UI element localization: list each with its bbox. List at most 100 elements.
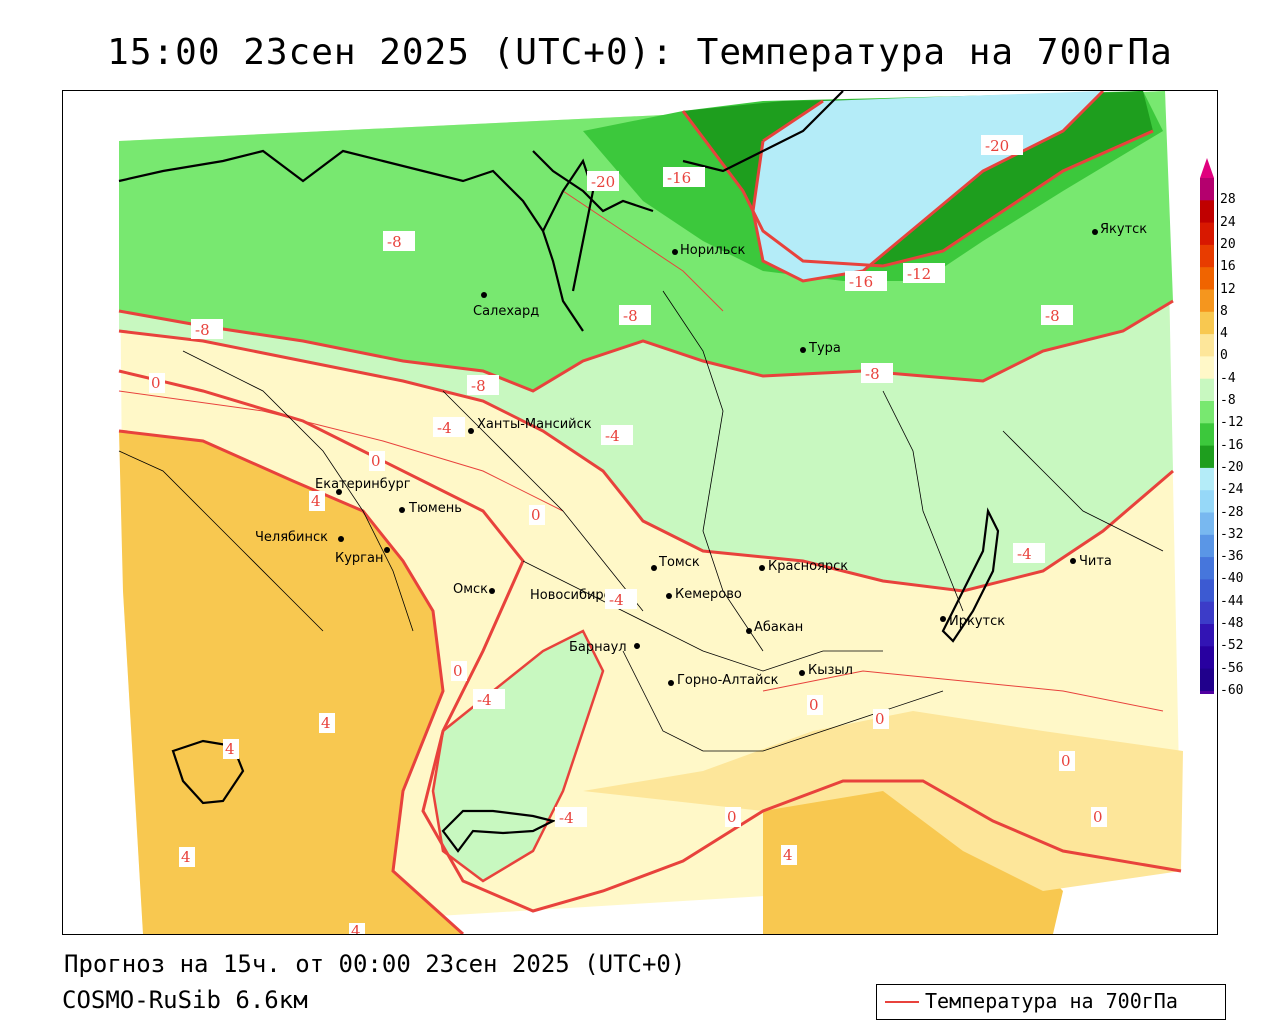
fill-neg4-south — [433, 631, 603, 881]
colorbar-tick-label: -40 — [1220, 571, 1244, 587]
colorbar-tick-label: 24 — [1220, 214, 1236, 230]
svg-text:Новосибирск: Новосибирск — [530, 588, 619, 603]
svg-text:Челябинск: Челябинск — [255, 530, 328, 545]
colorbar-tick-label: -24 — [1220, 482, 1244, 498]
svg-text:0: 0 — [809, 696, 819, 714]
city-irkutsk: Иркутск — [940, 614, 1005, 629]
legend-label: Температура на 700гПа — [925, 989, 1178, 1013]
colorbar-swatch — [1200, 579, 1214, 603]
svg-text:Тура: Тура — [808, 341, 841, 356]
colorbar-swatch — [1200, 445, 1214, 469]
svg-text:Красноярск: Красноярск — [768, 559, 848, 574]
city-kurgan: Курган — [335, 547, 390, 566]
svg-text:Норильск: Норильск — [680, 243, 746, 258]
city-tura: Тура — [800, 341, 841, 356]
colorbar-tick-label: 0 — [1220, 348, 1228, 364]
colorbar-swatch — [1200, 646, 1214, 670]
isotherm-neg8 — [118, 299, 1174, 393]
isotherm-0-inner — [431, 629, 605, 883]
contour-label: -16 — [845, 271, 887, 291]
city-krasnoyarsk: Красноярск — [759, 559, 848, 574]
colorbar-tick-label: -44 — [1220, 593, 1244, 609]
legend: Температура на 700гПа — [876, 984, 1226, 1020]
colorbar-tick-label: -20 — [1220, 459, 1244, 475]
svg-text:-8: -8 — [195, 321, 210, 339]
colorbar-swatch — [1200, 534, 1214, 558]
svg-text:Салехард: Салехард — [473, 304, 539, 319]
svg-text:0: 0 — [371, 452, 381, 470]
city-khanty-mansiysk: Ханты-Мансийск — [468, 417, 592, 434]
contour-label: -4 — [473, 689, 505, 709]
forecast-info: Прогноз на 15ч. от 00:00 23сен 2025 (UTC… — [64, 950, 686, 978]
svg-text:4: 4 — [321, 714, 331, 732]
city-omsk: Омск — [453, 582, 495, 597]
city-yakutsk: Якутск — [1092, 222, 1147, 237]
contour-label: -4 — [1013, 543, 1045, 563]
colorbar-swatch — [1200, 378, 1214, 402]
svg-text:0: 0 — [531, 506, 541, 524]
svg-text:4: 4 — [311, 492, 321, 510]
colorbar-swatch — [1200, 356, 1214, 380]
colorbar-tick-label: 8 — [1220, 303, 1228, 319]
city-salekhard: Салехард — [473, 292, 539, 319]
isotherm-neg16 — [681, 110, 1154, 268]
colorbar-swatch — [1200, 311, 1214, 335]
svg-text:0: 0 — [453, 662, 463, 680]
colorbar-tick-label: -28 — [1220, 504, 1244, 520]
colorbar-tick-label: 28 — [1220, 192, 1236, 208]
colorbar-swatch — [1200, 244, 1214, 268]
colorbar-swatch — [1200, 289, 1214, 313]
colorbar-tick-label: -52 — [1220, 638, 1244, 654]
svg-text:4: 4 — [783, 846, 793, 864]
svg-text:Барнаул: Барнаул — [569, 640, 627, 655]
svg-text:Томск: Томск — [658, 555, 700, 570]
contour-label: -12 — [903, 263, 945, 283]
city-norilsk: Норильск — [672, 243, 746, 258]
svg-text:-8: -8 — [387, 233, 402, 251]
city-kemerovo: Кемерово — [666, 587, 742, 602]
contour-label: 0 — [149, 373, 165, 393]
colorbar-swatch — [1200, 423, 1214, 447]
colorbar-swatch — [1200, 467, 1214, 491]
colorbar-swatch — [1200, 334, 1214, 357]
svg-text:Чита: Чита — [1079, 554, 1112, 569]
contour-label: -8 — [467, 375, 499, 395]
contour-label: 4 — [781, 845, 797, 865]
contour-label: 0 — [1091, 807, 1107, 827]
city-markers: Якутск Норильск Салехард Тура Ханты-Манс… — [255, 222, 1147, 688]
svg-text:-8: -8 — [1045, 307, 1060, 325]
contour-label: 4 — [319, 713, 335, 733]
colorbar-arrow-top — [1200, 158, 1214, 178]
contour-label: 4 — [223, 739, 239, 759]
colorbar-tick-label: 4 — [1220, 326, 1228, 342]
contour-label: 4 — [179, 847, 195, 867]
svg-text:0: 0 — [1093, 808, 1103, 826]
city-barnaul: Барнаул — [569, 640, 640, 655]
contour-label: -8 — [619, 305, 651, 325]
contour-label: -4 — [433, 417, 465, 437]
colorbar-swatch — [1200, 557, 1214, 580]
colorbar-swatch — [1200, 490, 1214, 513]
contour-label: -16 — [663, 167, 705, 187]
svg-text:-4: -4 — [477, 691, 492, 709]
colorbar-tick-label: -48 — [1220, 616, 1244, 631]
svg-text:-20: -20 — [985, 137, 1009, 155]
colorbar-tick-label: -16 — [1220, 437, 1244, 453]
colorbar-swatch — [1200, 200, 1214, 224]
city-tomsk: Томск — [651, 555, 700, 571]
contour-label: -8 — [191, 319, 223, 339]
coastlines — [118, 91, 1000, 853]
map-title: 15:00 23сен 2025 (UTC+0): Температура на… — [107, 32, 1173, 73]
svg-text:Кемерово: Кемерово — [675, 587, 742, 602]
colorbar-tick-label: -12 — [1220, 415, 1244, 431]
colorbar-swatch — [1200, 668, 1214, 692]
model-name: COSMO-RuSib 6.6км — [62, 986, 308, 1014]
contour-label: 0 — [725, 807, 741, 827]
svg-text:-16: -16 — [667, 169, 691, 187]
contour-label: -4 — [555, 807, 587, 827]
contour-label: -8 — [383, 231, 415, 251]
svg-text:4: 4 — [181, 848, 191, 866]
arctic-coast — [118, 91, 844, 332]
colorbar-tick-label: -4 — [1220, 370, 1236, 386]
svg-text:Кызыл: Кызыл — [808, 663, 853, 678]
